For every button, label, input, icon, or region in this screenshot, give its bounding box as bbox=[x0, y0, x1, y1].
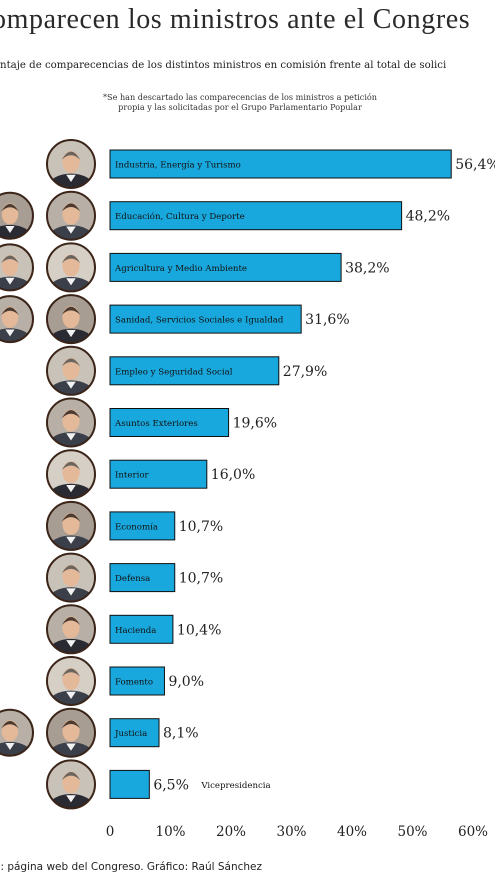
previous-minister-portrait-3 bbox=[0, 295, 34, 344]
value-label: 8,1% bbox=[163, 726, 199, 742]
bar-1 bbox=[109, 149, 452, 179]
bar-7 bbox=[109, 459, 208, 489]
category-label: Economía bbox=[115, 521, 158, 532]
bar-4 bbox=[109, 304, 302, 334]
x-tick-label: 30% bbox=[276, 824, 306, 840]
category-label: Vicepresidencia bbox=[200, 781, 270, 791]
portrait-agricultura bbox=[46, 242, 96, 293]
category-label: Justicia bbox=[114, 729, 147, 739]
x-tick-label: 20% bbox=[216, 824, 246, 840]
bar-2 bbox=[109, 201, 403, 231]
bar-12 bbox=[109, 718, 160, 748]
previous-minister-portrait-2 bbox=[0, 243, 34, 292]
bar-3 bbox=[109, 252, 342, 282]
value-label: 31,6% bbox=[305, 312, 349, 328]
previous-minister-portrait-1 bbox=[0, 191, 34, 240]
x-tick-label: 60% bbox=[458, 824, 488, 840]
chart-title: omparecen los ministros ante el Congres bbox=[0, 4, 471, 35]
x-tick-label: 0 bbox=[106, 824, 115, 840]
value-label: 9,0% bbox=[168, 674, 204, 690]
portrait-sanidad bbox=[46, 294, 96, 345]
value-label: 27,9% bbox=[283, 364, 327, 380]
portrait-hacienda bbox=[46, 604, 96, 655]
value-label: 38,2% bbox=[345, 260, 389, 276]
bar-10 bbox=[109, 614, 174, 644]
bar-5 bbox=[109, 356, 280, 386]
portrait-empleo bbox=[46, 345, 96, 396]
note-line-2: propia y las solicitadas por el Grupo Pa… bbox=[118, 102, 362, 112]
value-label: 6,5% bbox=[153, 777, 189, 793]
value-label: 19,6% bbox=[233, 416, 277, 432]
category-label: Educación, Cultura y Deporte bbox=[115, 211, 245, 222]
category-label: Agricultura y Medio Ambiente bbox=[114, 264, 247, 274]
portrait-justicia bbox=[46, 707, 96, 758]
bar-13 bbox=[109, 769, 150, 799]
portrait-fomento bbox=[46, 656, 96, 706]
portrait-interior bbox=[46, 449, 96, 500]
x-tick-label: 10% bbox=[155, 824, 185, 840]
category-label: Industria, Energía y Turismo bbox=[115, 160, 241, 171]
bar-6 bbox=[109, 408, 230, 437]
category-label: Fomento bbox=[115, 678, 153, 688]
value-label: 10,7% bbox=[179, 571, 223, 587]
chart-note: *Se han descartado las comparecencias de… bbox=[60, 92, 420, 112]
value-label: 56,4% bbox=[455, 157, 495, 173]
portrait-industria bbox=[46, 139, 96, 189]
source-credit: e: página web del Congreso. Gráfico: Raú… bbox=[0, 861, 263, 873]
value-label: 10,4% bbox=[177, 622, 221, 638]
category-label: Asuntos Exteriores bbox=[114, 419, 198, 429]
category-label: Interior bbox=[115, 471, 149, 481]
category-label: Hacienda bbox=[115, 626, 156, 636]
value-label: 48,2% bbox=[406, 209, 450, 225]
bar-11 bbox=[109, 666, 165, 696]
portrait-defensa bbox=[46, 552, 96, 603]
portrait-vicepresidencia bbox=[46, 759, 96, 810]
note-line-1: *Se han descartado las comparecencias de… bbox=[102, 92, 378, 102]
x-tick-label: 50% bbox=[397, 824, 427, 840]
portrait-educacion bbox=[46, 190, 96, 241]
category-label: Sanidad, Servicios Sociales e Igualdad bbox=[115, 316, 284, 326]
category-label: Empleo y Seguridad Social bbox=[115, 367, 233, 377]
portrait-economia bbox=[46, 500, 96, 551]
bar-9 bbox=[109, 563, 176, 593]
previous-minister-portrait-11 bbox=[0, 708, 34, 757]
value-label: 10,7% bbox=[179, 519, 223, 535]
chart-subtitle: entaje de comparecencias de los distinto… bbox=[0, 60, 447, 71]
x-tick-label: 40% bbox=[337, 824, 367, 840]
value-label: 16,0% bbox=[211, 467, 255, 483]
portrait-exteriores bbox=[46, 397, 96, 448]
bar-8 bbox=[109, 511, 176, 541]
category-label: Defensa bbox=[115, 574, 150, 584]
